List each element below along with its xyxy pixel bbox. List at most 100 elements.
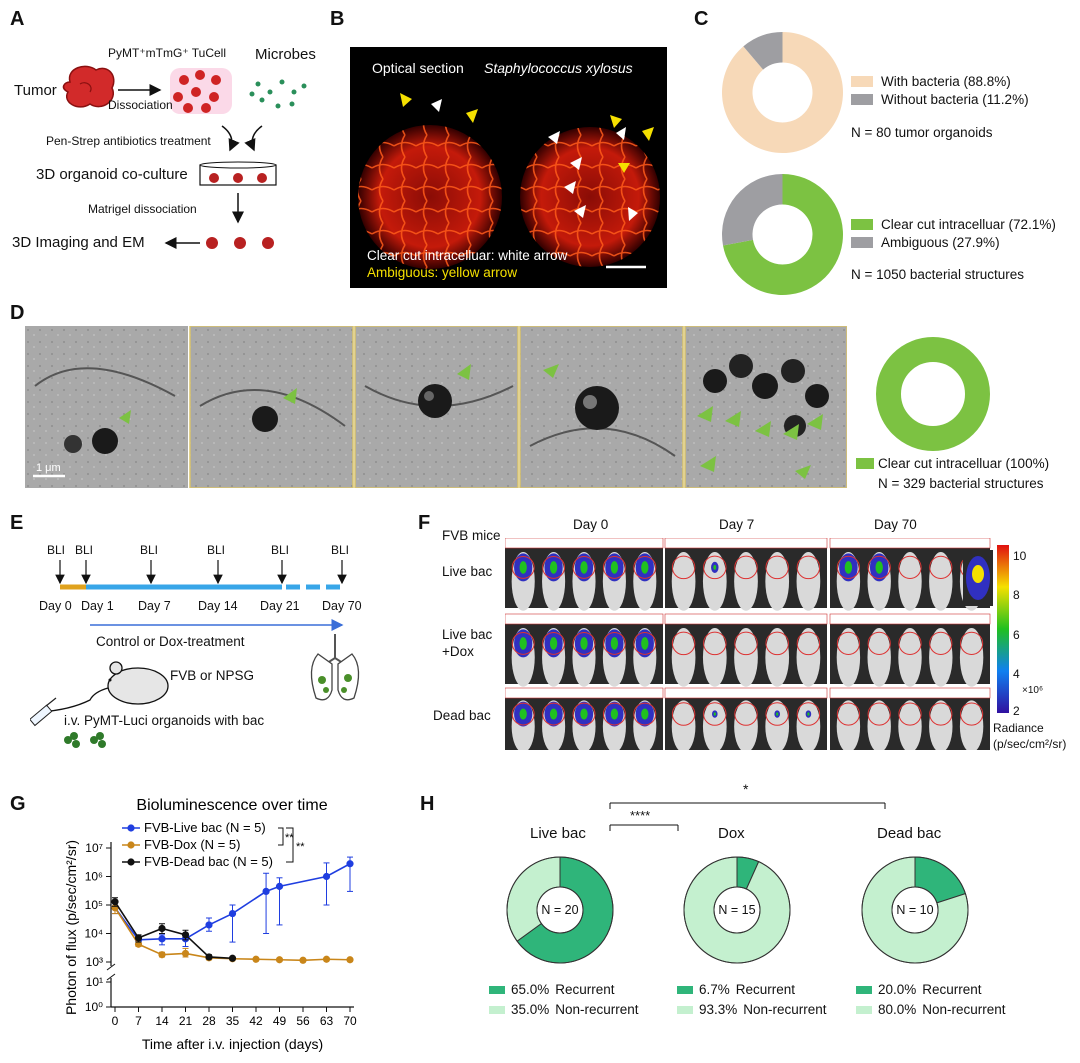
legend-marker xyxy=(127,858,135,866)
panel-g-letter: G xyxy=(10,793,26,815)
panel-e: BLI BLI BLI BLI BLI BLI Day 0 Day 1 Day … xyxy=(30,540,370,750)
donut-slice xyxy=(722,174,783,246)
dissociation-label: Dissociation xyxy=(108,98,173,112)
donut-em-structures xyxy=(876,337,990,451)
h-title-live: Live bac xyxy=(530,825,586,842)
bli-image xyxy=(505,687,664,750)
bli-5: BLI xyxy=(331,543,350,557)
data-point xyxy=(205,921,213,929)
bli-image xyxy=(664,538,828,611)
bli-image xyxy=(505,538,664,611)
h-legend-dox: 6.7% Recurrent 93.3% Non-recurrent xyxy=(677,980,827,1020)
mouse-icon xyxy=(39,661,169,713)
legend-nonrecurrent: 93.3% Non-recurrent xyxy=(677,1000,827,1020)
yellow-arrows xyxy=(400,93,654,173)
colorbar-tick-10: 10 xyxy=(1013,549,1027,563)
em-strip: 1 μm xyxy=(25,325,848,489)
label: Recurrent xyxy=(555,982,615,997)
donut-organoids xyxy=(722,32,843,153)
y-tick-label: 10³ xyxy=(86,955,103,969)
colorbar-title-1: Radiance xyxy=(993,721,1044,735)
coculture-label: 3D organoid co-culture xyxy=(36,166,188,183)
colorbar-unit: ×10⁶ xyxy=(1022,685,1044,696)
pct: 20.0% xyxy=(878,982,917,997)
legend-swatch xyxy=(851,94,873,105)
legend-text: With bacteria (88.8%) xyxy=(881,74,1011,89)
bli-4: BLI xyxy=(271,543,290,557)
legend-swatch xyxy=(856,1006,872,1014)
panel-b-image: Optical section Staphylococcus xylosus C… xyxy=(350,47,667,288)
day-0: Day 0 xyxy=(39,599,72,613)
legend-swatch xyxy=(856,458,874,469)
bli-image xyxy=(829,687,991,750)
donut-bacteria-structures xyxy=(722,174,843,295)
cells-label: PyMT⁺mTmG⁺ TuCell xyxy=(108,46,227,60)
panel-a-letter: A xyxy=(10,8,25,30)
y-tick-label: 10⁵ xyxy=(85,898,103,912)
data-point xyxy=(275,956,284,964)
legend-text: Ambiguous (27.9%) xyxy=(881,235,1000,250)
legend-nonrecurrent: 80.0% Non-recurrent xyxy=(856,1000,1006,1020)
bli-image xyxy=(664,687,828,750)
h-n-dead: N = 10 xyxy=(896,903,934,917)
h-title-dox: Dox xyxy=(718,825,745,842)
y-tick-label: 10⁶ xyxy=(85,870,103,884)
panel-f-letter: F xyxy=(418,512,431,534)
day-70: Day 70 xyxy=(322,599,362,613)
y-axis-label: Photon of flux (p/sec/cm²/sr) xyxy=(63,840,79,1015)
data-point xyxy=(262,887,270,896)
d-legend: Clear cut intracelluar (100%) xyxy=(856,456,1049,471)
y-tick-label: 10⁰ xyxy=(85,1000,103,1014)
d-n-label: N = 329 bacterial structures xyxy=(878,476,1044,491)
x-tick-label: 7 xyxy=(135,1014,142,1028)
white-arrow-note: Clear cut intracelluar: white arrow xyxy=(367,248,568,263)
em-scale-label: 1 μm xyxy=(36,462,61,474)
bli-image xyxy=(505,613,664,687)
microbes-label: Microbes xyxy=(255,46,316,63)
donut-slice xyxy=(876,337,990,451)
pct: 65.0% xyxy=(511,982,550,997)
legend-swatch xyxy=(677,1006,693,1014)
white-arrows xyxy=(431,99,638,221)
timeline-diagram xyxy=(30,560,360,748)
donut-slice xyxy=(743,32,783,70)
legend-label: FVB-Dox (N = 5) xyxy=(144,837,240,852)
bli-3: BLI xyxy=(207,543,226,557)
data-point xyxy=(205,953,213,961)
tumor-icon xyxy=(62,65,115,108)
bli-image xyxy=(963,550,993,606)
species-label: Staphylococcus xylosus xyxy=(484,60,633,76)
legend-label: FVB-Live bac (N = 5) xyxy=(144,820,266,835)
axis-break xyxy=(106,963,116,971)
colorbar-tick-8: 8 xyxy=(1013,588,1020,602)
data-point xyxy=(158,924,166,933)
data-point xyxy=(111,898,119,906)
donut-slice xyxy=(722,32,843,153)
bli-image xyxy=(829,613,991,687)
legend-swatch xyxy=(851,237,873,248)
f-row-dox: Live bac +Dox xyxy=(442,627,493,659)
c1-legend-2: Without bacteria (11.2%) xyxy=(851,92,1029,107)
confocal-organoids xyxy=(358,93,660,269)
f-col-day7: Day 7 xyxy=(719,517,755,532)
h-legend-dead: 20.0% Recurrent 80.0% Non-recurrent xyxy=(856,980,1006,1020)
f-col-day70: Day 70 xyxy=(874,517,917,532)
day-7: Day 7 xyxy=(138,599,171,613)
bli-1: BLI xyxy=(75,543,94,557)
x-tick-label: 70 xyxy=(343,1014,357,1028)
chart-title: Bioluminescence over time xyxy=(136,797,327,814)
data-point xyxy=(158,935,166,943)
h-n-live: N = 20 xyxy=(541,903,579,917)
panel-a: A Tumor PyMT⁺mTmG⁺ TuCell Microbes Disso… xyxy=(0,0,335,300)
day-21: Day 21 xyxy=(260,599,300,613)
data-point xyxy=(322,872,331,881)
bli-image-grid xyxy=(505,538,993,750)
donut-dead-bac xyxy=(861,856,969,964)
pct: 80.0% xyxy=(878,1002,917,1017)
bli-image xyxy=(664,613,828,687)
matrigel-label: Matrigel dissociation xyxy=(88,202,197,216)
sig-label: ** xyxy=(285,832,294,844)
donut-slice xyxy=(723,174,843,295)
series-line xyxy=(114,863,351,941)
axis-break xyxy=(106,973,116,981)
